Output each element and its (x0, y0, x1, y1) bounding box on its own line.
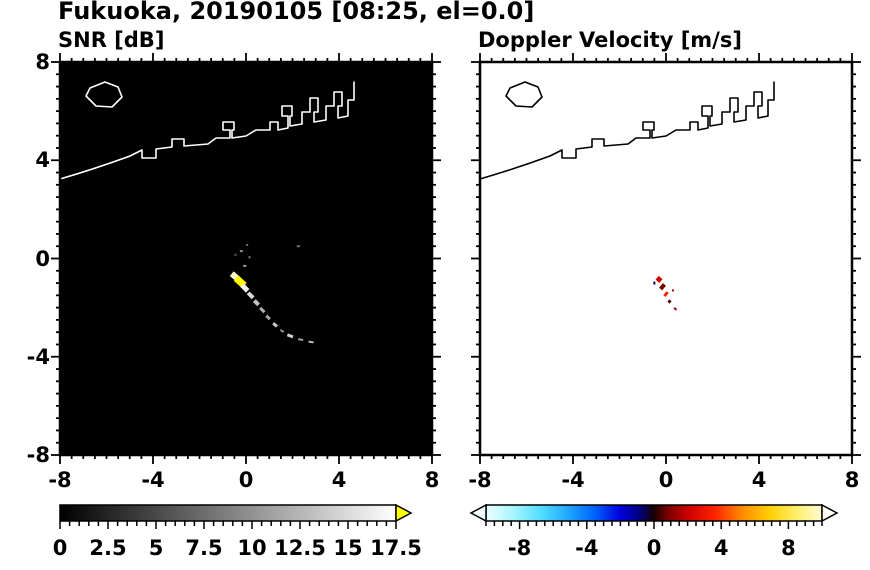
coastline-group (479, 81, 775, 180)
snr-panel-title: SNR [dB] (58, 28, 165, 52)
colorbar-label: 7.5 (185, 536, 223, 560)
radar-echo (296, 245, 300, 248)
coastline-main (59, 81, 355, 180)
snr-colorbar-svg (59, 503, 413, 529)
x-tick-label: -4 (561, 468, 585, 492)
snr-panel (51, 53, 441, 464)
snr-plot-background (60, 62, 432, 455)
doppler-panel-title: Doppler Velocity [m/s] (478, 28, 742, 52)
coastline-main (479, 81, 775, 180)
plot-frame (478, 60, 854, 457)
coastline-group (59, 81, 355, 180)
colorbar-label: 0 (52, 536, 68, 560)
colorbar-labels: 0 2.5 5 7.5 10 12.5 15 17.5 (53, 536, 439, 562)
radar-echo (279, 328, 285, 333)
y-tick-label: -4 (26, 344, 50, 369)
radar-echo (246, 243, 249, 246)
colorbar-label: 12.5 (274, 536, 326, 560)
radar-echo (239, 250, 243, 253)
doppler-panel (471, 53, 861, 464)
colorbar-ticks (485, 521, 823, 529)
plot-frame (58, 60, 434, 457)
echoes (229, 243, 314, 344)
colorbar-arrow-right (821, 503, 839, 523)
x-tick-label: 4 (331, 468, 347, 492)
doppler-colorbar: -8 -4 0 4 8 (469, 503, 849, 568)
x-tick-label: 8 (844, 468, 860, 492)
colorbar-label: -4 (575, 536, 599, 560)
y-tick-label: -8 (26, 443, 50, 467)
y-tick-label: 4 (35, 148, 50, 173)
radar-echo (248, 256, 251, 259)
colorbar-gradient-bar (485, 504, 823, 522)
x-tick-label: 4 (751, 468, 767, 492)
snr-colorbar: 0 2.5 5 7.5 10 12.5 15 17.5 (53, 503, 439, 568)
x-tick-label: -8 (48, 468, 72, 492)
radar-echo (272, 322, 278, 328)
colorbar-label: -8 (507, 536, 532, 560)
x-tick-label: 0 (238, 468, 254, 492)
snr-x-axis-labels: -8 -4 0 4 8 (48, 468, 439, 494)
radar-echo (671, 289, 674, 292)
x-tick-label: 0 (658, 468, 674, 492)
radar-echo (234, 253, 237, 256)
snr-y-axis-labels: 8 4 0 -4 -8 (6, 50, 52, 467)
y-tick-label: 0 (35, 246, 50, 271)
radar-echo (259, 306, 266, 314)
colorbar-label: 5 (148, 536, 164, 560)
coastline-island (505, 81, 543, 108)
colorbar-labels: -8 -4 0 4 8 (469, 536, 849, 562)
echoes (653, 275, 678, 311)
radar-echo (673, 307, 678, 311)
x-tick-label: 8 (424, 468, 440, 492)
radar-echo (667, 299, 672, 304)
radar-echo (240, 283, 250, 293)
radar-echo (246, 291, 255, 300)
colorbar-label: 2.5 (89, 536, 127, 560)
coastline-island (85, 81, 123, 108)
radar-echo (243, 264, 247, 267)
radar-echo (659, 283, 666, 291)
colorbar-label: 10 (237, 536, 267, 560)
x-tick-label: -8 (468, 468, 492, 492)
radar-echo (663, 291, 669, 297)
doppler-colorbar-svg (469, 503, 839, 529)
colorbar-gradient-bar (59, 504, 397, 522)
colorbar-label: 4 (713, 536, 729, 560)
colorbar-label: 17.5 (370, 536, 422, 560)
figure-title: Fukuoka, 20190105 [08:25, el=0.0] (58, 0, 535, 25)
doppler-plot-background (480, 62, 852, 455)
radar-echo (286, 333, 294, 339)
colorbar-label: 8 (781, 536, 796, 560)
radar-echo (252, 299, 260, 307)
colorbar-label: 15 (333, 536, 363, 560)
radar-echo (655, 275, 663, 283)
doppler-x-axis-labels: -8 -4 0 4 8 (468, 468, 859, 494)
x-tick-label: -4 (141, 468, 165, 492)
colorbar-arrow-left (469, 503, 487, 523)
radar-echo (298, 338, 304, 341)
radar-echo (653, 281, 656, 285)
radar-echo (308, 340, 314, 344)
radar-echo (265, 314, 271, 321)
colorbar-ticks (59, 521, 397, 529)
colorbar-label: 0 (646, 536, 662, 560)
y-tick-label: 8 (35, 50, 50, 74)
colorbar-arrow-right (395, 503, 413, 523)
